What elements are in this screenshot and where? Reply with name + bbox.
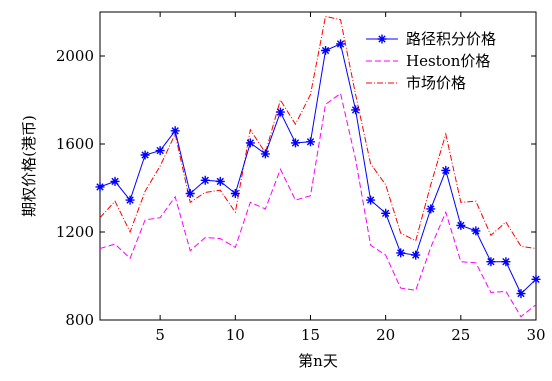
x-tick-label: 20: [376, 326, 395, 344]
data-point-star: [501, 257, 511, 267]
y-axis-title: 期权价格(港币): [20, 115, 38, 217]
data-point-star: [516, 289, 526, 299]
data-point-star: [245, 138, 255, 148]
legend-marker-star: [377, 34, 387, 44]
data-point-star: [215, 176, 225, 186]
data-point-star: [441, 165, 451, 175]
data-point-star: [396, 248, 406, 258]
x-tick-label: 10: [226, 326, 245, 344]
x-tick-label: 15: [301, 326, 320, 344]
data-point-star: [486, 257, 496, 267]
data-point-star: [471, 226, 481, 236]
data-point-star: [411, 250, 421, 260]
data-point-star: [155, 146, 165, 156]
data-point-star: [290, 138, 300, 148]
data-point-star: [351, 105, 361, 115]
data-point-star: [531, 274, 541, 284]
data-point-star: [95, 182, 105, 192]
data-point-star: [230, 189, 240, 198]
data-point-star: [426, 204, 436, 214]
series-line-1: [99, 92, 537, 318]
data-point-star: [260, 149, 270, 159]
data-point-star: [200, 175, 210, 185]
y-tick-label: 800: [65, 311, 94, 329]
legend-label-2: 市场价格: [406, 74, 466, 92]
data-point-star: [366, 195, 376, 205]
x-tick-label: 25: [451, 326, 470, 344]
data-point-star: [456, 220, 466, 230]
series-line-0: [99, 43, 537, 295]
data-point-star: [185, 189, 195, 198]
data-point-star: [125, 195, 135, 205]
y-tick-label: 1200: [56, 223, 94, 241]
data-point-star: [381, 208, 391, 218]
data-point-star: [336, 39, 346, 49]
data-point-star: [140, 150, 150, 160]
y-tick-label: 1600: [56, 135, 94, 153]
plot-frame: [99, 11, 537, 321]
x-tick-label: 30: [526, 326, 545, 344]
legend-label-0: 路径积分价格: [406, 30, 496, 48]
legend-label-1: Heston价格: [406, 52, 490, 70]
data-point-star: [110, 176, 120, 186]
series-line-2: [99, 15, 537, 249]
data-point-star: [321, 46, 331, 55]
data-point-star: [275, 107, 285, 117]
x-axis-title: 第n天: [298, 352, 338, 370]
y-tick-label: 2000: [56, 47, 94, 65]
data-point-star: [170, 126, 180, 136]
data-point-star: [305, 137, 315, 147]
x-tick-label: 5: [155, 326, 165, 344]
